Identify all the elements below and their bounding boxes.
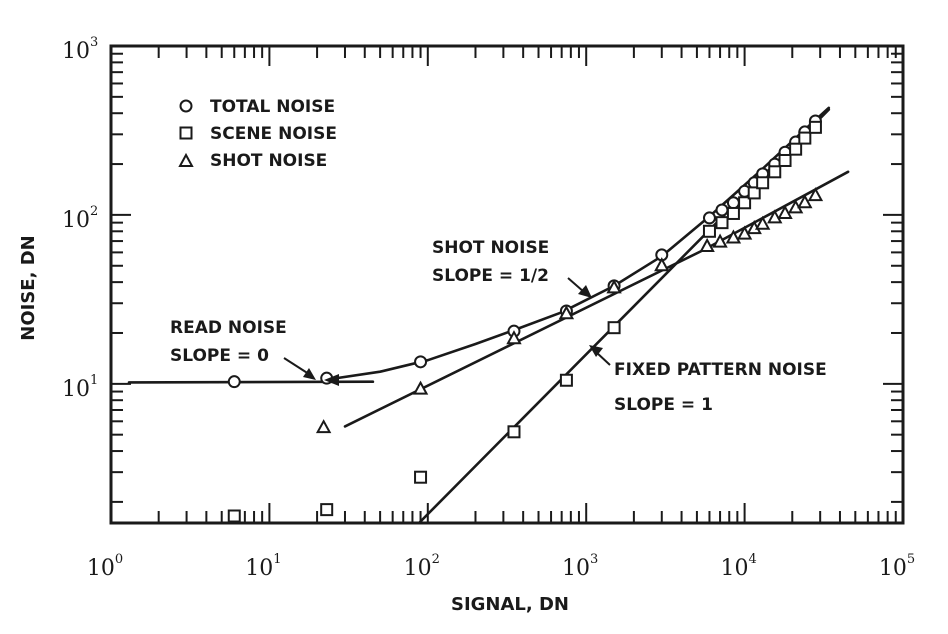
scene-noise-point [769,166,780,177]
legend-circle-marker [181,101,192,112]
scene-noise-point [415,472,426,483]
data-markers [229,115,822,521]
x-tick-label: 100 [87,552,123,581]
annotation-shot-line2: SLOPE = 1/2 [432,266,549,286]
annotation-read-arrowhead [303,368,316,380]
annotation-read-line1: READ NOISE [170,318,287,338]
legend-label-scene: SCENE NOISE [210,124,337,144]
scene-noise-point [508,426,519,437]
scene-noise-point [704,226,715,237]
annotation-shot-line1: SHOT NOISE [432,238,549,258]
x-axis-title: SIGNAL, DN [451,594,569,615]
scene-noise-point [321,504,332,515]
shot-noise-point [318,421,330,432]
annotation-fixed-pattern: FIXED PATTERN NOISE SLOPE = 1 [589,345,827,415]
fit-line-total-noise-curve [327,108,829,380]
legend-label-total: TOTAL NOISE [210,97,335,117]
legend-triangle-marker [180,155,192,166]
x-tick-label: 105 [879,552,915,581]
scene-noise-point [229,511,240,522]
scene-noise-point [790,144,801,155]
annotation-read-line2: SLOPE = 0 [170,346,269,366]
legend-label-shot: SHOT NOISE [210,151,327,171]
y-tick-label: 103 [62,35,98,64]
total-noise-point [415,356,426,367]
total-noise-point [717,204,728,215]
y-axis-title: NOISE, DN [18,235,39,340]
scene-noise-point [609,322,620,333]
annotation-shot-arrowhead [578,285,592,298]
x-tick-label: 102 [404,552,440,581]
scene-noise-point [810,122,821,133]
annotation-fixed-line2: SLOPE = 1 [614,395,713,415]
legend: TOTAL NOISE SCENE NOISE SHOT NOISE [180,97,337,171]
x-tick-label: 103 [562,552,598,581]
total-noise-point [704,212,715,223]
scene-noise-point [799,133,810,144]
annotation-shot-noise: SHOT NOISE SLOPE = 1/2 [432,238,592,298]
annotation-read-noise: READ NOISE SLOPE = 0 [170,318,339,386]
legend-square-marker [181,128,192,139]
annotation-shot-arrow [568,278,584,292]
scene-noise-point [717,217,728,228]
x-tick-label: 104 [720,552,756,581]
annotation-fixed-line1: FIXED PATTERN NOISE [614,360,827,380]
axis-ticks: 100 101 102 103 104 105 101 102 103 [62,35,915,581]
scene-noise-point [757,177,768,188]
scene-noise-point [561,375,572,386]
y-tick-label: 102 [62,204,98,233]
scene-noise-point [780,155,791,166]
scene-noise-point [728,208,739,219]
shot-noise-point [656,259,668,270]
total-noise-point [229,376,240,387]
total-noise-point [728,197,739,208]
y-tick-label: 101 [62,373,98,402]
x-tick-label: 101 [245,552,281,581]
